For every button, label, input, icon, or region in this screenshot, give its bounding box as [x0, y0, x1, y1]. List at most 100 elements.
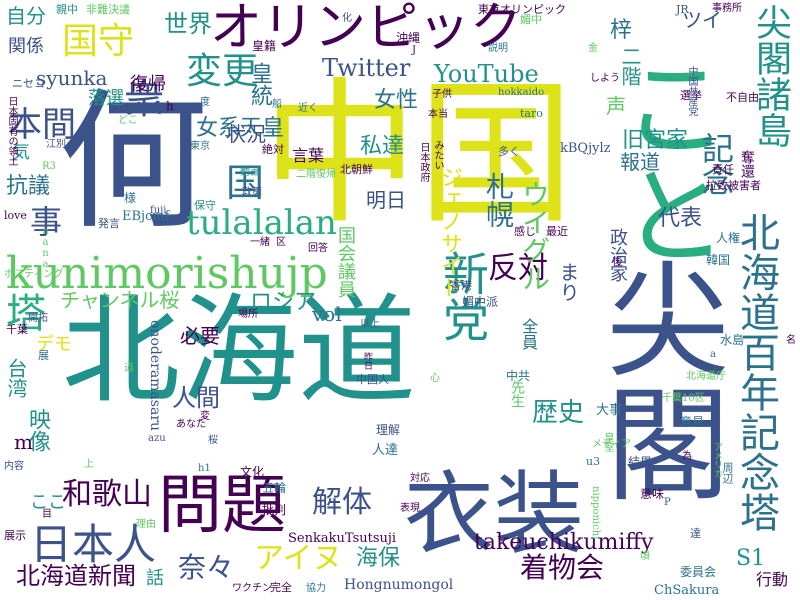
word-kanzen: 完全 [270, 581, 292, 594]
word-olympic: オリンピック [210, 0, 523, 58]
word-sapporo: 札幌 [482, 172, 515, 228]
word-basho: 場所 [238, 309, 258, 320]
word-hanashi: 話 [146, 568, 164, 589]
word-kunimorishujp: kunimorishujp [6, 248, 328, 299]
word-u3: u3 [586, 455, 601, 468]
word-fujiyu: 不自由 [726, 91, 759, 104]
word-koto2: 事 [30, 203, 63, 241]
word-sensei: 先生 [509, 380, 525, 408]
word-america: アメリカ [712, 442, 722, 478]
word-sakura: 桜 [208, 435, 218, 446]
word-senkakutsutsuji: SenkakuTsutsuji [288, 531, 397, 546]
word-kodo: 行動 [756, 570, 789, 589]
word-seisaku: 政策 [242, 187, 262, 198]
word-honto: 本当 [428, 109, 448, 120]
word-nana-jp: 奈々 [178, 551, 235, 584]
word-nihon-seifu: 日本政府 [418, 142, 429, 182]
word-honma: 本間 [8, 105, 76, 145]
word-kyoryoku: 協力 [306, 583, 326, 594]
word-kinentou: 北海道百年記念塔 [733, 212, 779, 532]
word-eizou: 映像 [25, 408, 50, 452]
word-ccp: 中国共産党 [686, 66, 697, 116]
word-media: メディア [592, 439, 632, 450]
word-ku: 区 [276, 237, 286, 248]
word-hitsuyo: 必要 [180, 324, 220, 348]
word-vaccine: ワクチン [232, 583, 272, 594]
word-dakkan: 奪還 [739, 150, 755, 178]
word-niseko: ニセコ [12, 77, 45, 90]
word-rakusen: 落選 [88, 88, 124, 109]
word-hoshu: 保守 [194, 199, 216, 212]
word-tame: 為 [682, 451, 692, 462]
word-hodo: 報道 [620, 150, 660, 174]
word-hongnumongol: Hongnumongol [344, 577, 454, 593]
word-ooku: 多く [498, 145, 520, 158]
word-seijika: 政治家 [607, 228, 628, 282]
word-chugoku: 中国 [262, 63, 574, 245]
word-nipponichi: nipponichi [590, 486, 601, 540]
word-kitachosen: 北朝鮮 [340, 163, 373, 176]
word-s1: S1 [736, 546, 766, 571]
word-do: 度 [200, 97, 210, 108]
word-tulalalan: tulalalan [186, 203, 337, 243]
word-koyu-ryodo: 日本固有の領土 [6, 96, 17, 166]
word-kodomo: 子供 [432, 89, 452, 100]
word-kokkai-giin: 国会議員 [335, 226, 356, 298]
word-m: m [14, 430, 33, 454]
word-tenji: 展示 [4, 529, 26, 542]
word-na: 名 [786, 335, 796, 346]
word-shuhen: 周辺 [721, 462, 734, 484]
word-jibun: 自分 [6, 4, 46, 28]
word-r3: R3 [42, 161, 56, 172]
word-azusa: 梓 [610, 18, 633, 43]
word-michi: 道 [124, 363, 134, 374]
word-kekka: 結果 [628, 455, 653, 469]
word-riyu: 理由 [136, 519, 156, 530]
word-kinou: 昨日 [362, 352, 372, 370]
word-koseki: 皇籍 [252, 39, 277, 53]
word-koko: ここ [30, 492, 66, 513]
word-hokkaido-en: hokkaido [498, 87, 545, 98]
word-vol: vol [312, 302, 342, 326]
word-jimusho: 事務所 [712, 3, 742, 14]
word-ebjcmf: EBjcmf [122, 209, 170, 224]
word-jr: JR [676, 3, 689, 16]
word-kokushu: 国守 [62, 21, 135, 62]
word-kotou: 皇統 [247, 62, 272, 106]
word-uyghur: ウイグル [518, 180, 551, 292]
word-azu: azu [148, 433, 166, 444]
word-jokei-tenno: 女系天皇 [196, 116, 285, 141]
word-iinkai: 委員会 [680, 565, 717, 579]
word-chukyo: 中共 [506, 369, 531, 383]
word-imi: 意味 [640, 487, 665, 501]
word-shiyou: しよう [590, 73, 620, 84]
word-onoderamasaru: onoderamasaru [147, 320, 163, 432]
word-hen: 変 [200, 411, 210, 422]
word-sekinin: 責任 [712, 163, 734, 176]
word-taro: taro [520, 107, 543, 120]
word-koro: 頃 [640, 551, 650, 562]
word-syunka: syunka [36, 66, 108, 90]
word-chiba10: 千葉10区 [662, 393, 705, 404]
word-nani: 何 [58, 76, 209, 250]
word-fune: 船 [272, 99, 282, 110]
word-anata: あなた [176, 419, 206, 430]
word-dotyo: 北海道庁 [686, 371, 726, 382]
word-koto: こと [604, 52, 729, 268]
word-ainu: アイヌ [254, 541, 343, 576]
word-tou: 塔 [6, 291, 46, 337]
word-sekai: 世界 [164, 10, 212, 38]
word-iken: 意見 [680, 415, 705, 429]
word-ue: 上 [84, 459, 94, 470]
word-ningen: 人間 [172, 384, 220, 412]
word-hatsugen: 発言 [98, 217, 120, 230]
word-rikai: 理解 [376, 423, 401, 437]
word-shu: 衆 [124, 77, 164, 123]
word-ato: 後 [612, 255, 623, 268]
word-senkaku: 尖閣 [584, 256, 728, 504]
word-tokyo-olympic: 東京オリンピック [478, 3, 566, 16]
word-genocide: ジェノサイド [437, 166, 462, 298]
word-twitter: Twitter [322, 54, 411, 82]
word-zettai: 絶対 [262, 143, 284, 156]
